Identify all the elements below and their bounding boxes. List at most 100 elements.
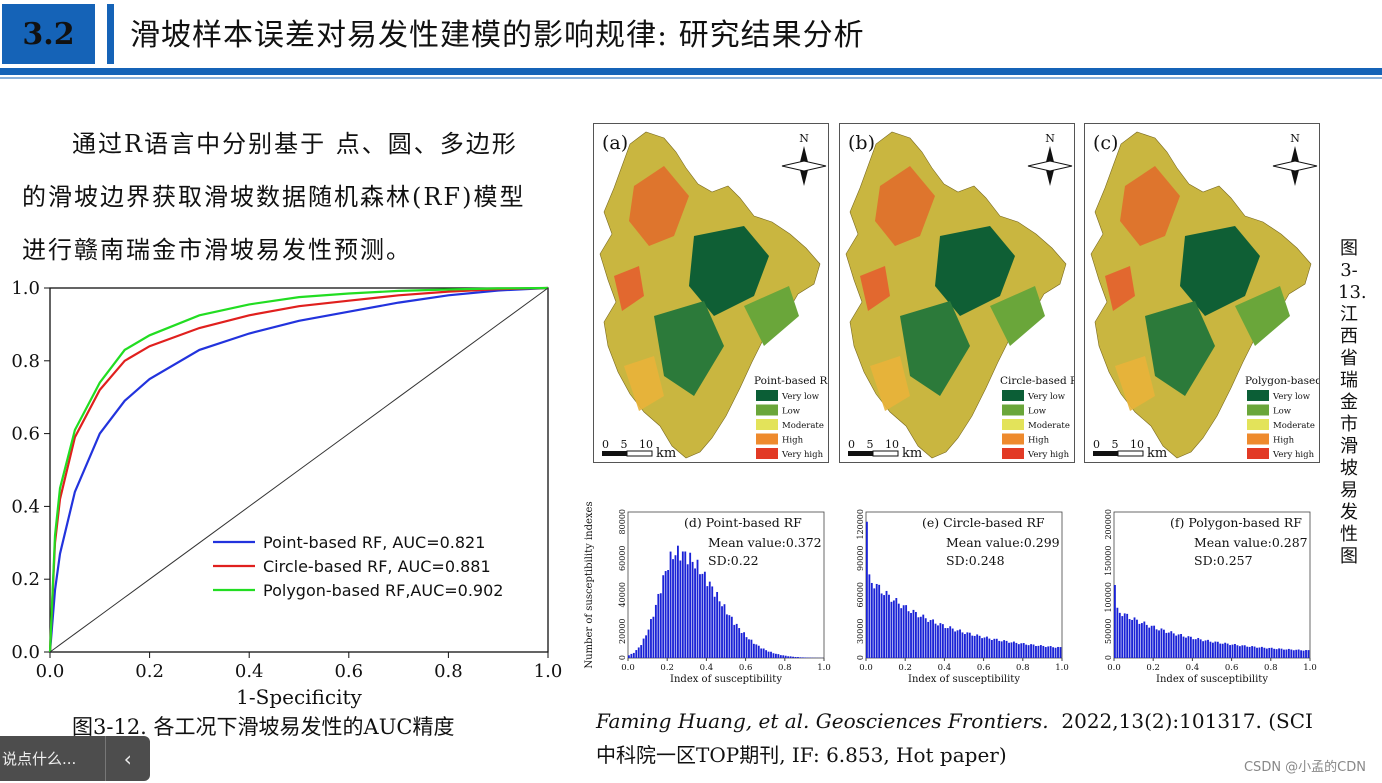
collapse-arrow-icon[interactable]: ‹ [104,736,150,781]
histogram-bar [910,612,912,658]
map-region [599,131,821,459]
histogram-bar [895,598,898,658]
map-moderate-zone [1115,356,1155,411]
roc-y-tick-label: 0.4 [11,496,40,517]
histogram-bar [1197,637,1200,658]
histogram-bar [1202,641,1205,658]
histogram-y-tick-label: 20000 [618,619,627,644]
histogram-bar [654,604,657,658]
histogram-bar [988,638,991,658]
histogram-y-tick-label: 30000 [856,619,865,644]
histogram-bar [677,545,679,658]
roc-y-tick-label: 1.0 [11,278,40,299]
map-high-zone [875,166,935,246]
histogram-bar [1000,641,1003,658]
histogram-y-axis-label: Number of susceptibility indexes [584,501,595,668]
histogram-bar [1285,649,1288,658]
histogram-bar [718,601,721,658]
slide-title: 滑坡样本误差对易发性建模的影响规律: 研究结果分析 [130,18,865,53]
header-rule-thin [0,77,1382,79]
histogram-mean-annotation: Mean value:0.287 [1194,535,1308,550]
histogram-bar [1163,629,1165,658]
histogram-bar [1300,650,1303,658]
histogram-bar [637,647,640,658]
histogram-panel: 0.0 0.2 0.4 0.6 0.8 1.0 0 50000 100000 150000 2000… [1104,509,1317,685]
histogram-bar [691,561,694,658]
histogram-bar [689,552,692,658]
histogram-bar [944,628,947,658]
histogram-bar [1253,646,1256,658]
histogram-bar [976,634,979,658]
histogram-x-tick-label: 0.2 [1146,663,1160,673]
histogram-bar [1251,646,1254,658]
histogram-bar [1126,613,1129,658]
histogram-bar [1170,631,1173,658]
histogram-bar [1020,643,1023,658]
histogram-mean-annotation: Mean value:0.299 [946,535,1060,550]
susceptibility-map: N Polygon-based RF Very low Low Moderate High… [1090,131,1319,461]
histogram-bar [964,634,966,658]
map-legend-label: High [1028,436,1050,446]
map-legend-swatch [1002,390,1024,401]
histogram-bar [1054,647,1057,658]
histogram-bar [1229,645,1231,658]
histogram-bar [1182,636,1185,658]
histogram-bar [1037,645,1040,658]
histogram-bar [1008,642,1010,658]
histogram-bar [799,657,802,658]
scale-tick-label: 0 [602,438,609,451]
histogram-x-tick-label: 0.8 [1016,663,1030,673]
histogram-bar [1241,645,1244,658]
histogram-bar [892,600,895,658]
histogram-bar [1118,612,1121,658]
histogram-bar [706,586,709,658]
histogram-bar [995,638,998,658]
histogram-title: (e) Circle-based RF [922,515,1045,530]
histogram-bar [1243,645,1246,658]
histogram-sd-annotation: SD:0.22 [708,553,759,568]
scale-bar-segment [602,451,627,456]
histogram-bar [686,564,689,658]
comment-placeholder[interactable]: 说点什么... [2,750,77,768]
map-legend-label: Very high [1027,450,1070,460]
histogram-bar [684,551,687,658]
histogram-bar [1010,642,1013,658]
histogram-bar [1160,628,1163,658]
histogram-bar [934,623,937,658]
map-panel-c: (c) N Polygon-based RF Very low Low Moderate H… [1084,123,1320,463]
histogram-bar [1212,642,1214,658]
histogram-bar [782,655,785,658]
histogram-bar [868,574,871,658]
scale-bar-segment [1117,450,1144,457]
map-high-zone [629,166,689,246]
histogram-bar [711,586,714,658]
histogram-mean-annotation: Mean value:0.372 [708,535,822,550]
roc-x-tick-label: 0.2 [135,661,164,682]
slide-header: 3.2 滑坡样本误差对易发性建模的影响规律: 研究结果分析 [0,0,1382,79]
map-legend-label: High [782,436,804,446]
histogram-y-tick-label: 0 [618,655,627,660]
histogram-x-tick-label: 0.6 [1225,663,1239,673]
histogram-x-tick-label: 0.0 [859,663,873,673]
histogram-bar [902,605,905,658]
histogram-bar [667,570,670,658]
histogram-bar [1167,632,1170,658]
histogram-bar [1136,619,1138,658]
susceptibility-map: N Circle-based RF Very low Low Moderate High V… [845,131,1074,461]
histogram-bar [951,628,954,658]
histogram-bar [1035,646,1037,658]
map-legend-label: Low [1028,407,1047,417]
north-arrow-icon [781,160,827,172]
histogram-bar [740,633,743,658]
histogram-bar [775,653,777,658]
histogram-bar [1153,625,1156,658]
comment-box[interactable]: 说点什么... ‹ [0,736,150,781]
histogram-bar [1287,648,1290,658]
map-low-zone [990,286,1045,346]
histogram-bar [924,618,927,658]
roc-y-tick-label: 0.2 [11,569,40,590]
histogram-bar [1307,650,1310,658]
map-legend-swatch [756,448,778,459]
histogram-bar [890,601,893,658]
histogram-bar [748,639,750,658]
